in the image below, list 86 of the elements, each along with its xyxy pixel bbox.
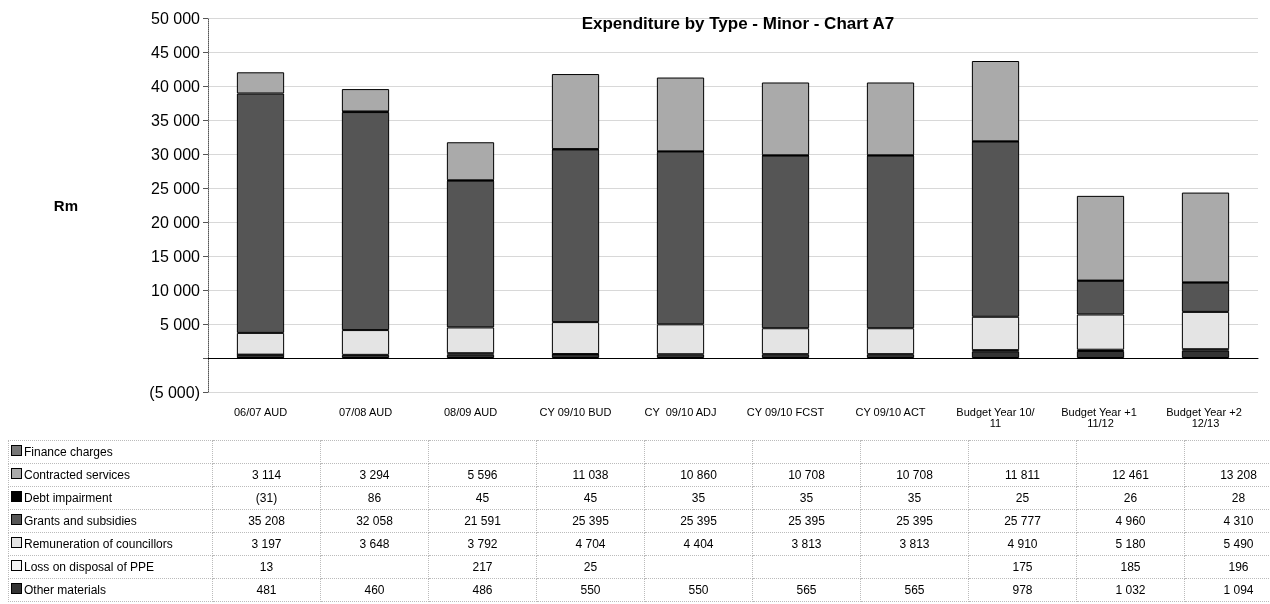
legend-label: Debt impairment [8,486,213,510]
legend-label: Remuneration of councillors [8,532,213,556]
data-label: 5 596 [428,463,537,487]
y-tick-label: 35 000 [151,111,201,129]
legend-label: Finance charges [8,440,213,464]
y-tick-label: 15 000 [151,247,201,265]
y-tick-label: 10 000 [151,281,201,299]
data-label: 196 [1184,555,1270,579]
y-tick-label: 25 000 [151,179,201,197]
data-label: 4 404 [644,532,753,556]
data-label: 11 811 [968,463,1077,487]
data-label: 25 395 [536,509,645,533]
data-label: 25 777 [968,509,1077,533]
data-label: 35 [644,486,753,510]
y-tick-label: (5 000) [149,383,200,401]
legend-label: Loss on disposal of PPE [8,555,213,579]
data-label: 25 395 [644,509,753,533]
legend-label: Other materials [8,578,213,602]
data-label: 3 648 [320,532,429,556]
x-tick-label: CY 09/10 ADJ [644,405,717,418]
data-label: 35 208 [212,509,321,533]
data-label: 1 094 [1184,578,1270,602]
data-label: 3 813 [860,532,969,556]
x-tick-label: CY 09/10 BUD [539,405,612,418]
y-axis-title: Rm [53,196,78,214]
data-label: 26 [1076,486,1185,510]
data-label: 3 792 [428,532,537,556]
x-tick-label: 06/07 AUD [233,405,288,418]
data-label: 12 461 [1076,463,1185,487]
data-label: 25 [536,555,645,579]
x-tick-label: Budget Year 10/11 [956,405,1036,429]
data-label: 1 032 [1076,578,1185,602]
data-label: 3 294 [320,463,429,487]
data-label: 481 [212,578,321,602]
data-label: 13 [212,555,321,579]
data-label: 175 [968,555,1077,579]
data-label: 565 [860,578,969,602]
data-label: 5 180 [1076,532,1185,556]
data-label: 25 395 [752,509,861,533]
data-label: 32 058 [320,509,429,533]
data-label: 11 038 [536,463,645,487]
legend-label: Grants and subsidies [8,509,213,533]
data-label: 21 591 [428,509,537,533]
data-label: 217 [428,555,537,579]
legend-label: Contracted services [8,463,213,487]
data-label: 45 [428,486,537,510]
x-tick-label: 08/09 AUD [443,405,498,418]
x-tick-label: Budget Year +1 11/12 [1061,405,1140,429]
data-label: 86 [320,486,429,510]
data-label: 565 [752,578,861,602]
y-tick-label: 20 000 [151,213,201,231]
data-label: 3 197 [212,532,321,556]
data-label: 35 [860,486,969,510]
data-label: 4 960 [1076,509,1185,533]
x-tick-label: CY 09/10 ACT [855,405,926,418]
x-tick-label: CY 09/10 FCST [746,405,825,418]
data-label: 4 910 [968,532,1077,556]
data-label: 3 114 [212,463,321,487]
data-label: 45 [536,486,645,510]
data-label: 3 813 [752,532,861,556]
x-tick-label: Budget Year +2 12/13 [1166,405,1245,429]
y-tick-label: 45 000 [151,43,201,61]
data-label: 10 708 [860,463,969,487]
y-tick-label: 50 000 [151,9,201,27]
data-label: 25 395 [860,509,969,533]
data-label: 460 [320,578,429,602]
y-tick-label: 5 000 [159,315,201,333]
data-label: 28 [1184,486,1270,510]
data-label: 4 704 [536,532,645,556]
x-tick-label: 07/08 AUD [338,405,393,418]
data-label: 550 [536,578,645,602]
data-label: 13 208 [1184,463,1270,487]
y-tick-label: 30 000 [151,145,201,163]
data-label: 486 [428,578,537,602]
y-tick-label: 40 000 [151,77,201,95]
data-label: (31) [212,486,321,510]
chart-title: Expenditure by Type - Minor - Chart A7 [581,14,895,33]
data-label: 25 [968,486,1077,510]
data-label: 35 [752,486,861,510]
data-label: 4 310 [1184,509,1270,533]
data-label: 10 708 [752,463,861,487]
data-label: 185 [1076,555,1185,579]
data-label: 978 [968,578,1077,602]
data-label: 550 [644,578,753,602]
data-label: 5 490 [1184,532,1270,556]
data-label: 10 860 [644,463,753,487]
